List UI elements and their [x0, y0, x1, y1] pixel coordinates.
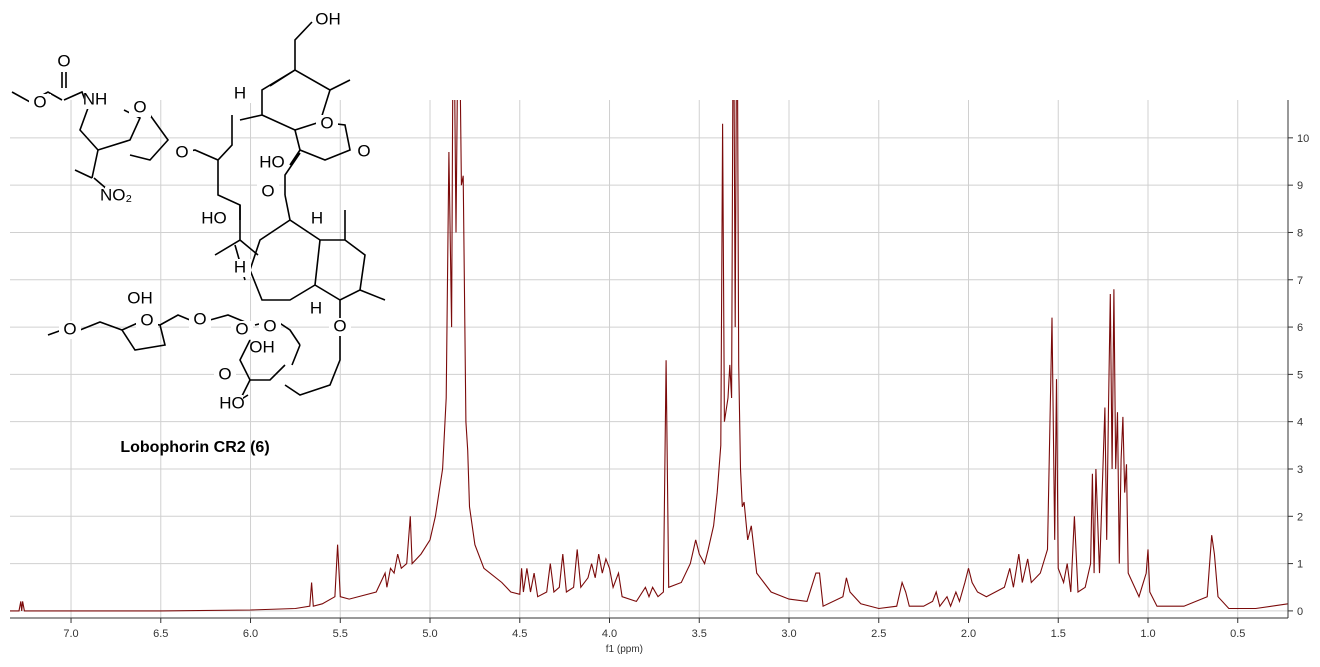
x-tick-label: 6.5 — [153, 628, 168, 640]
x-axis-label: f1 (ppm) — [606, 644, 643, 655]
atom-bg — [203, 210, 225, 228]
atom-label: H — [234, 257, 246, 276]
atom-bg — [221, 395, 243, 413]
x-tick-label: 0.5 — [1230, 628, 1245, 640]
atom-label: OH — [249, 337, 275, 356]
x-tick-label: 1.0 — [1140, 628, 1155, 640]
compound-name: Lobophorin CR2 (6) — [120, 439, 269, 456]
atom-label: O — [133, 97, 146, 116]
atom-label: NH — [83, 89, 108, 108]
atom-bg — [353, 143, 375, 161]
atom-bg — [261, 154, 283, 172]
atom-label: O — [320, 113, 333, 132]
x-tick-label: 3.0 — [781, 628, 796, 640]
x-tick-label: 7.0 — [63, 628, 78, 640]
atom-bg — [317, 11, 339, 29]
atom-label: O — [193, 309, 206, 328]
atom-label: O — [63, 319, 76, 338]
atom-bg — [189, 311, 211, 329]
atom-bg — [259, 318, 281, 336]
atom-bg — [105, 187, 127, 205]
atom-label: OH — [315, 9, 341, 28]
grid — [10, 100, 1288, 618]
atom-bg — [229, 85, 251, 103]
atom-label: O — [263, 316, 276, 335]
atom-bg — [306, 210, 328, 228]
atom-bg — [231, 321, 253, 339]
spectrum-line — [10, 100, 1288, 612]
atom-label: O — [218, 364, 231, 383]
y-tick-label: 2 — [1297, 511, 1303, 523]
y-tick-label: 0 — [1297, 606, 1303, 618]
atom-label: H — [311, 208, 323, 227]
y-tick-label: 7 — [1297, 275, 1303, 287]
atom-label: O — [235, 319, 248, 338]
atom-bg — [29, 94, 51, 112]
y-tick-label: 4 — [1297, 417, 1303, 429]
atom-label: O — [175, 142, 188, 161]
atom-bg — [53, 53, 75, 71]
y-tick-label: 6 — [1297, 322, 1303, 334]
y-tick-label: 9 — [1297, 180, 1303, 192]
atom-bg — [129, 290, 151, 308]
atom-bg — [59, 321, 81, 339]
atom-bg — [251, 339, 273, 357]
x-tick-label: 1.5 — [1051, 628, 1066, 640]
atom-label: HO — [259, 152, 285, 171]
atom-label: O — [140, 310, 153, 329]
x-tick-label: 2.0 — [961, 628, 976, 640]
y-tick-label: 3 — [1297, 464, 1303, 476]
atom-bg — [214, 366, 236, 384]
x-tick-label: 6.0 — [243, 628, 258, 640]
atom-label: HO — [201, 208, 227, 227]
x-tick-label: 4.5 — [512, 628, 527, 640]
atom-bg — [229, 259, 251, 277]
structure-bonds — [11, 21, 386, 403]
atom-bg — [171, 144, 193, 162]
atom-label: O — [333, 316, 346, 335]
x-tick-label: 4.0 — [602, 628, 617, 640]
atom-bg — [316, 115, 338, 133]
y-tick-label: 1 — [1297, 559, 1303, 571]
atom-bg — [329, 318, 351, 336]
atom-bg — [136, 312, 158, 330]
atom-label: OH — [127, 288, 153, 307]
x-tick-label: 3.5 — [692, 628, 707, 640]
atom-bg — [84, 91, 106, 109]
y-tick-label: 5 — [1297, 369, 1303, 381]
y-tick-label: 10 — [1297, 133, 1309, 145]
atom-label: O — [33, 92, 46, 111]
atom-label: O — [57, 51, 70, 70]
atom-label: H — [310, 298, 322, 317]
atom-label: NO₂ — [100, 185, 132, 204]
y-tick-label: 8 — [1297, 227, 1303, 239]
atom-label: HO — [219, 393, 245, 412]
atom-label: H — [234, 83, 246, 102]
atom-label: O — [357, 141, 370, 160]
x-tick-label: 5.5 — [333, 628, 348, 640]
atom-bg — [129, 99, 151, 117]
atom-bg — [305, 300, 327, 318]
x-tick-label: 2.5 — [871, 628, 886, 640]
atom-bg — [257, 183, 279, 201]
x-tick-label: 5.0 — [422, 628, 437, 640]
atom-label: O — [261, 181, 274, 200]
